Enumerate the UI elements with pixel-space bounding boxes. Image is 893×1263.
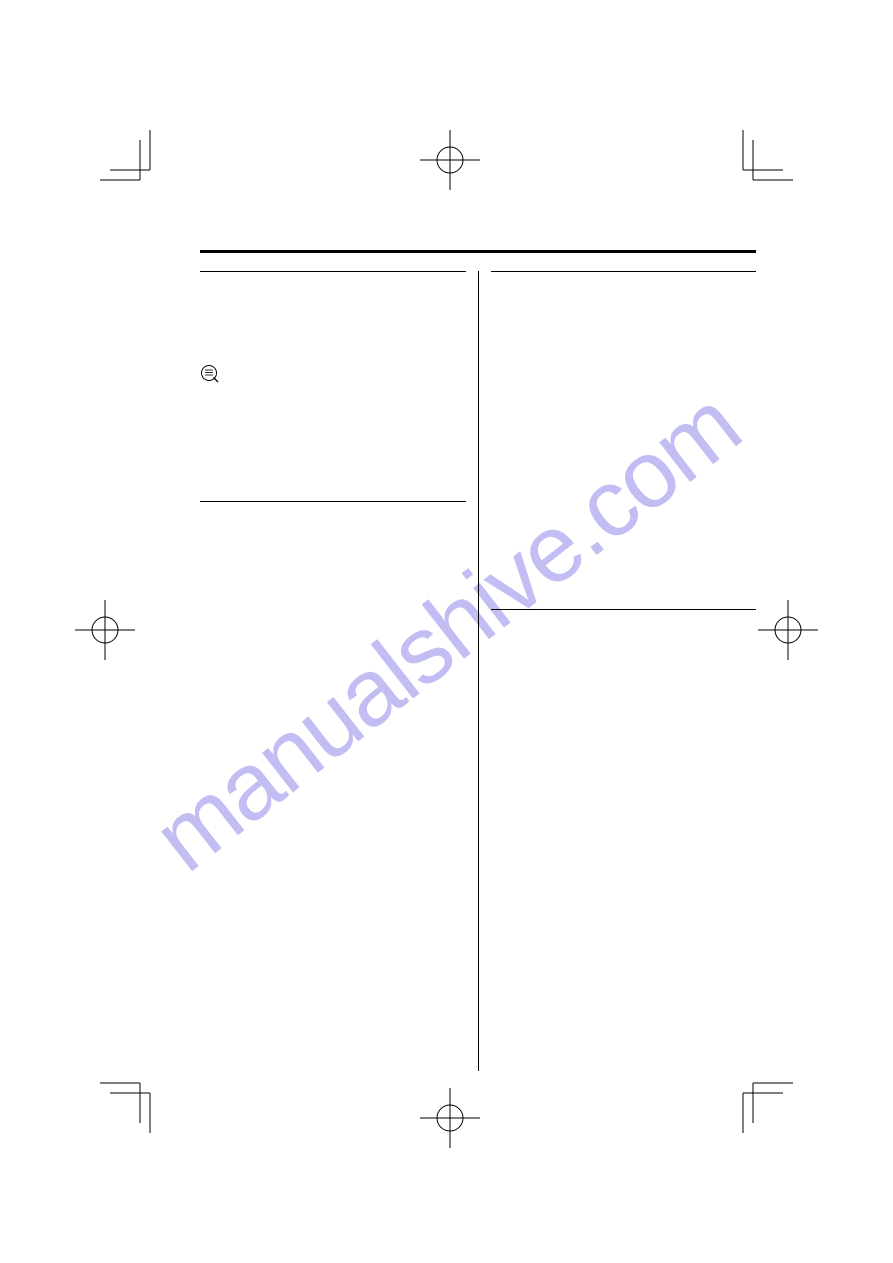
section-rule <box>491 609 756 610</box>
main-content: Using the Wrong Fuel Use only unleaded f… <box>200 250 756 1071</box>
columns-wrap: Using the Wrong Fuel Use only unleaded f… <box>200 271 756 1071</box>
reg-mark-top <box>420 130 480 190</box>
top-rule <box>200 250 756 253</box>
section-rule <box>200 271 466 272</box>
reg-mark-bottom <box>420 1088 480 1148</box>
crop-mark-br <box>733 1073 793 1133</box>
section-rule <box>200 501 466 502</box>
reg-mark-right <box>758 600 818 660</box>
section-rule <box>491 271 756 272</box>
reg-mark-left <box>75 600 135 660</box>
left-column: Using the Wrong Fuel Use only unleaded f… <box>200 271 478 1071</box>
crop-mark-tr <box>733 130 793 190</box>
right-column: Ignition Key Reminder If the ignition sw… <box>478 271 756 1071</box>
note-row: NOTE <box>200 363 466 384</box>
crop-mark-tl <box>100 130 160 190</box>
note-icon <box>200 364 220 384</box>
crop-mark-bl <box>100 1073 160 1133</box>
